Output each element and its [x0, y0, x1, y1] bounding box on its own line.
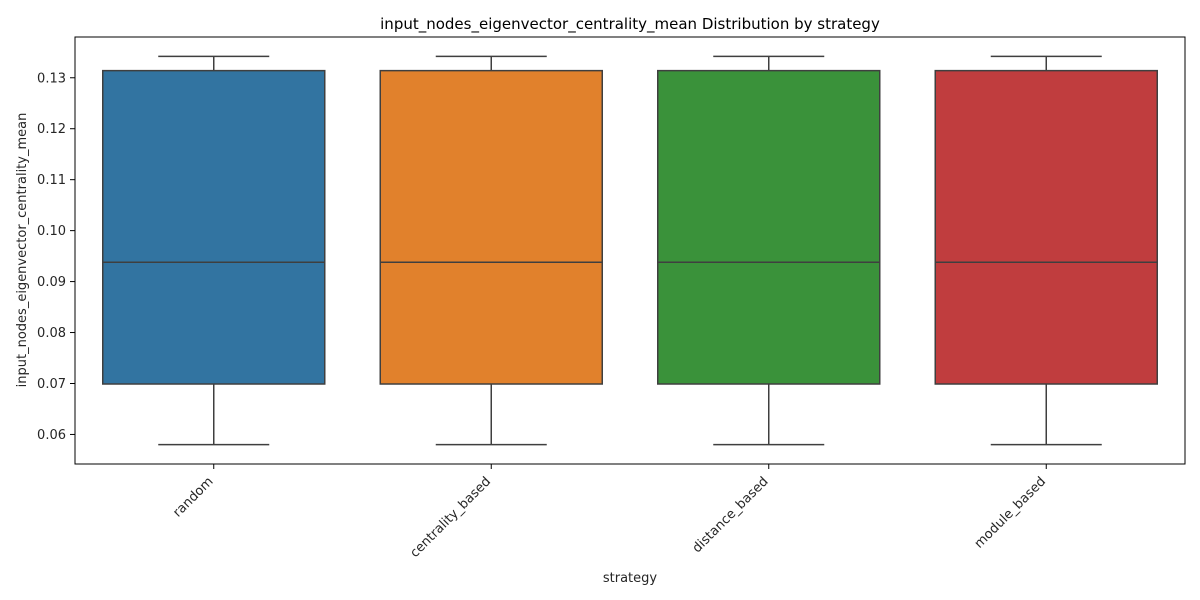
box-centrality_based: [379, 55, 603, 446]
box-body: [379, 69, 603, 385]
x-axis: random centrality_based distance_based modu…: [170, 464, 1049, 561]
chart-title: input_nodes_eigenvector_centrality_mean …: [380, 15, 880, 34]
x-tick-label: centrality_based: [407, 474, 494, 561]
plot-frame: [74, 36, 1186, 465]
y-axis-title: input_nodes_eigenvector_centrality_mean: [15, 113, 30, 388]
y-tick-label: 0.06: [37, 428, 66, 443]
y-tick-label: 0.07: [37, 377, 66, 392]
box-module_based: [934, 55, 1158, 446]
y-axis: 0.06 0.07 0.08 0.09 0.10 0.11 0.12 0.13: [37, 71, 75, 443]
boxes-group: [102, 55, 1158, 446]
x-tick-label: random: [170, 474, 216, 520]
box-body: [102, 69, 326, 385]
y-tick-label: 0.10: [37, 224, 66, 239]
y-tick-label: 0.13: [37, 71, 66, 86]
y-tick-label: 0.08: [37, 326, 66, 341]
x-tick-label: module_based: [972, 474, 1049, 551]
box-body: [657, 69, 881, 385]
box-random: [102, 55, 326, 446]
y-tick-label: 0.12: [37, 122, 66, 137]
y-tick-label: 0.11: [37, 173, 66, 188]
x-tick-label: distance_based: [690, 474, 772, 556]
box-body: [934, 69, 1158, 385]
box-distance_based: [657, 55, 881, 446]
y-tick-label: 0.09: [37, 275, 66, 290]
x-axis-title: strategy: [603, 571, 658, 586]
